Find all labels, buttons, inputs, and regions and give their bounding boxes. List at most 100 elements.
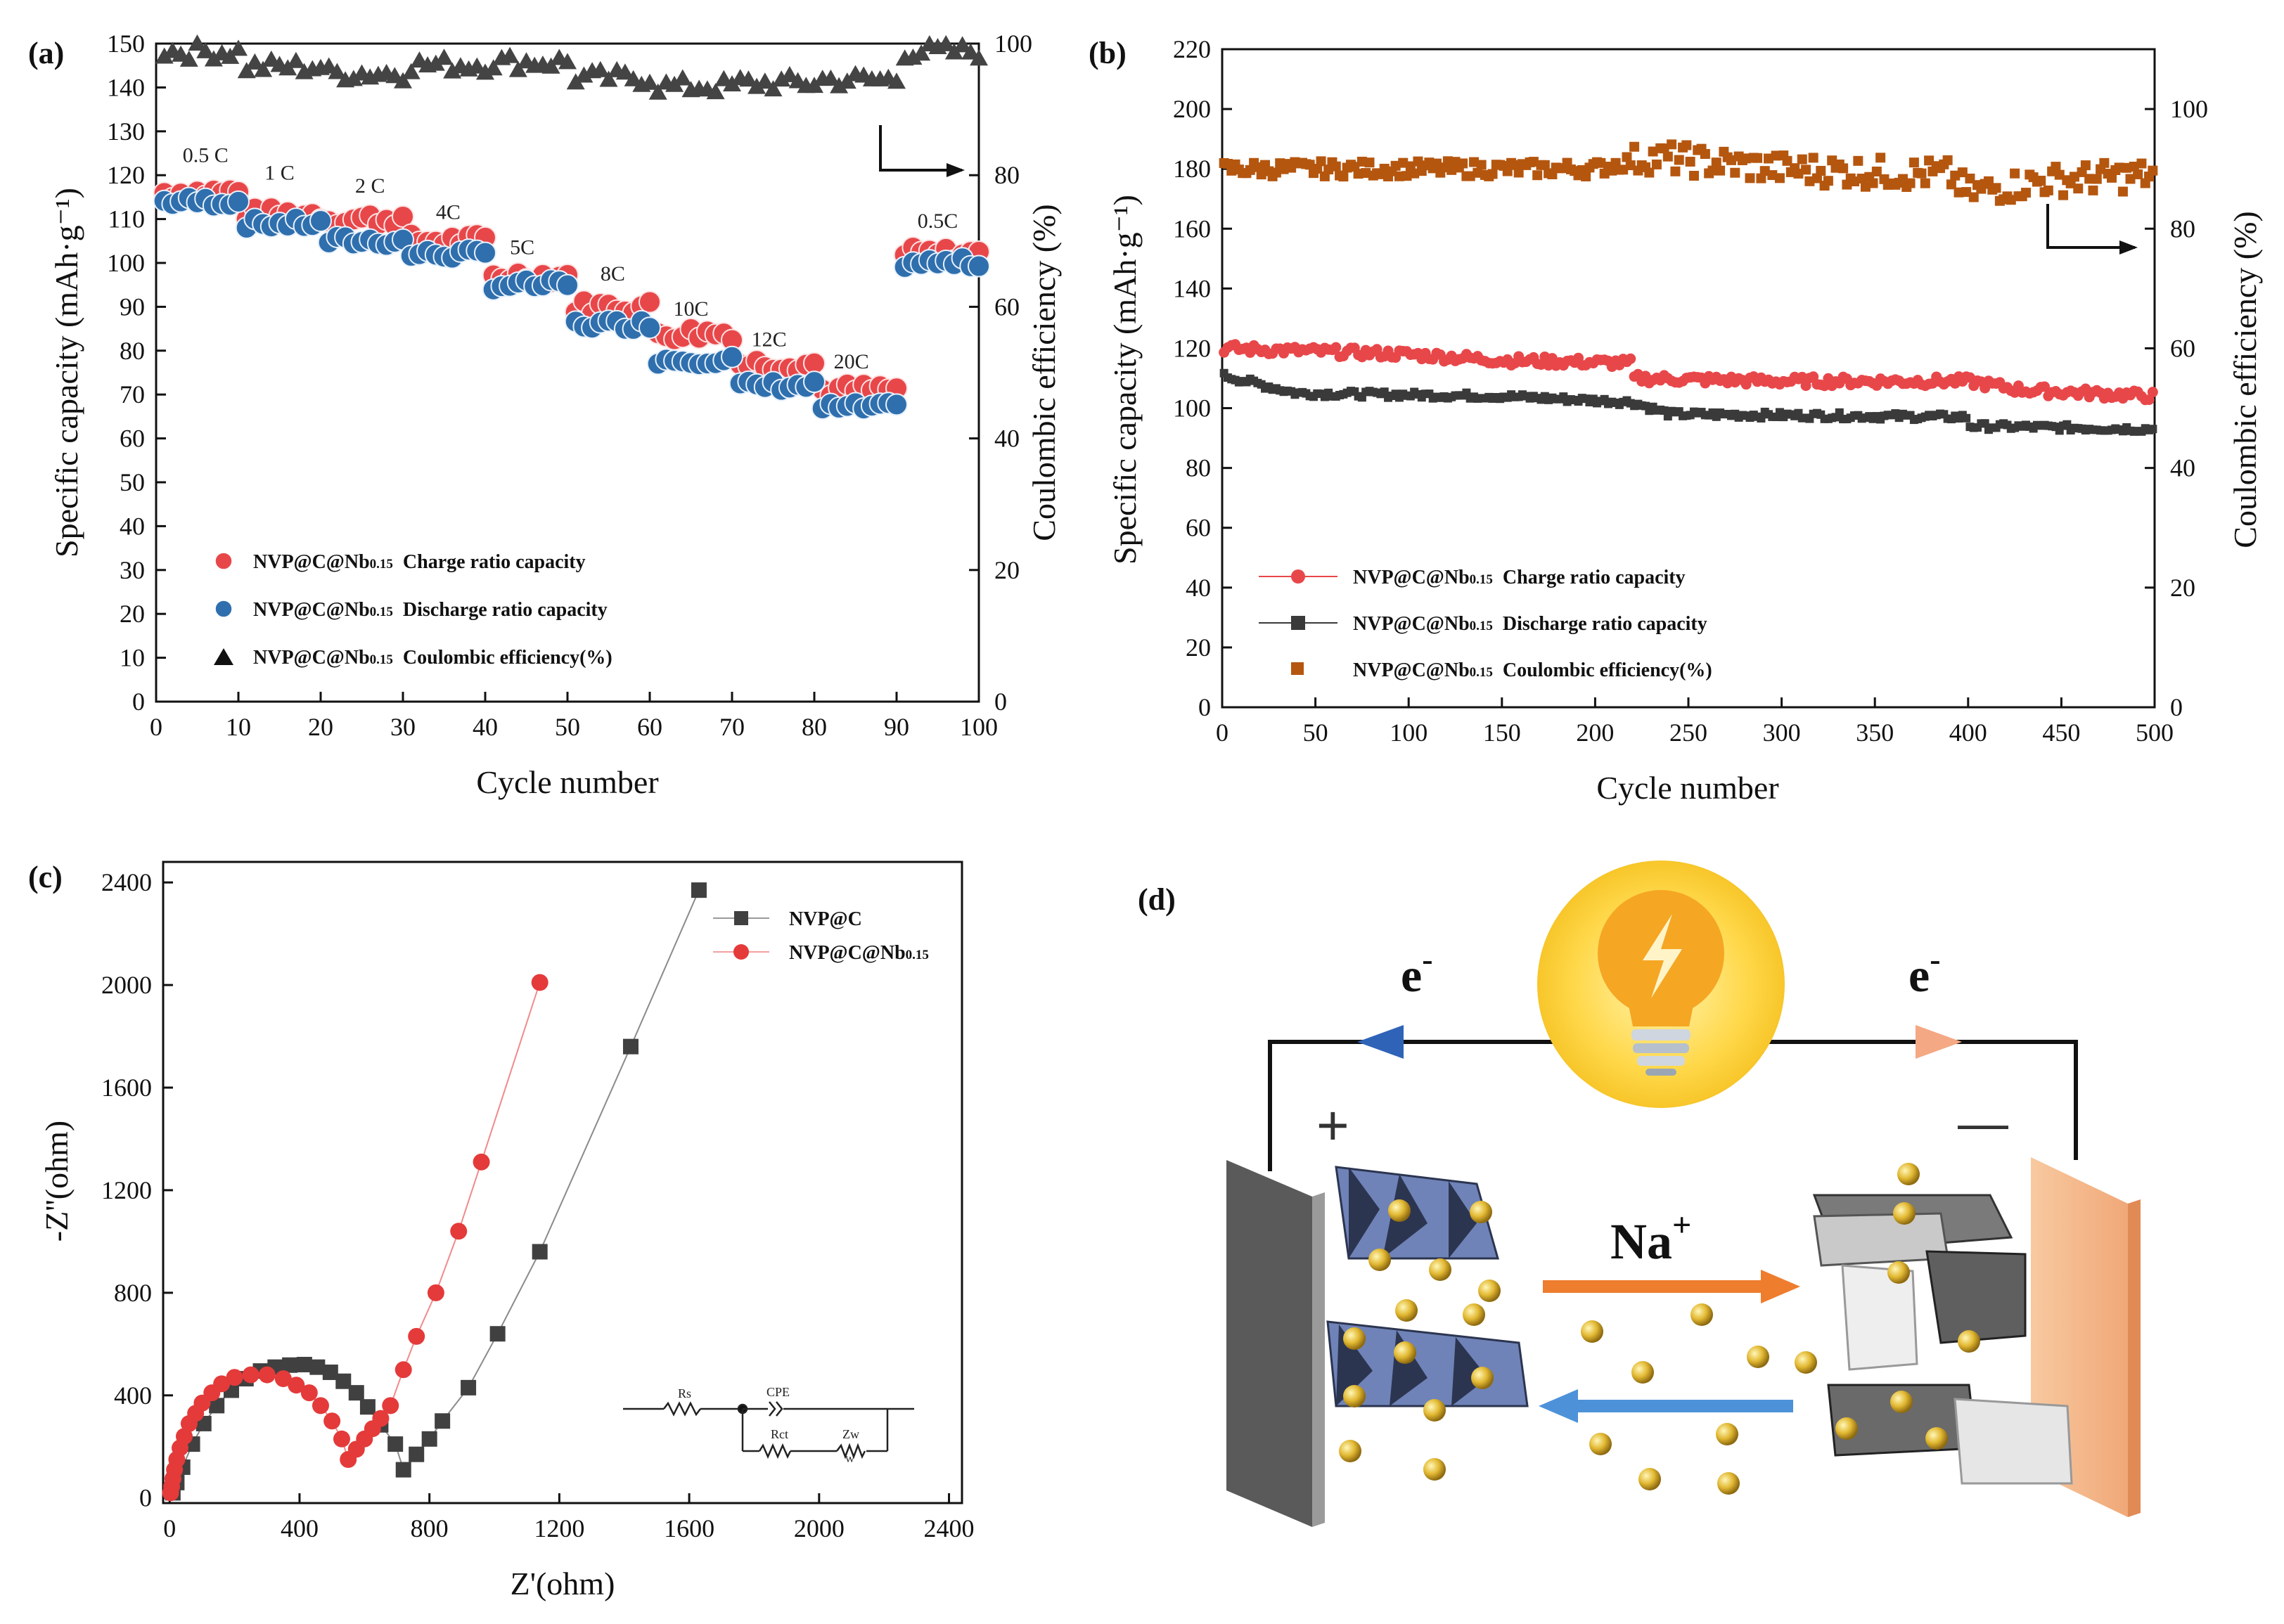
nvpc-point [691, 882, 707, 898]
y-tick-label: 80 [120, 337, 145, 365]
nvpc-point [435, 1413, 451, 1429]
legend-b-charge-sub: 0.15 [1470, 572, 1493, 587]
x-tick-label: 150 [1483, 718, 1521, 747]
ce-point [953, 36, 972, 53]
y-tick-label: 30 [120, 556, 145, 584]
ce-point [188, 34, 207, 51]
y-tick-label: 140 [1173, 274, 1211, 302]
ce-point [1476, 160, 1487, 170]
ce-point [1625, 160, 1636, 171]
panel-b-charge-series [1219, 339, 2158, 406]
panel-a-axis-arrow [879, 125, 962, 172]
ce-point [2117, 186, 2128, 197]
ce-point [2129, 161, 2139, 172]
ce-point [615, 63, 634, 80]
ce-point [1338, 172, 1349, 182]
y-tick-label: 70 [120, 380, 145, 408]
y2-tick-label: 20 [2170, 574, 2195, 602]
sodium-ions-group [1339, 1163, 1980, 1495]
circuit-label-w: W [845, 1455, 855, 1465]
ce-point [1707, 165, 1718, 176]
nvpc-point [461, 1379, 477, 1396]
ce-point [1771, 150, 1781, 161]
ce-point [1409, 168, 1420, 179]
ce-point [1581, 171, 1591, 181]
ce-point [1644, 167, 1655, 178]
sodium-ion-icon [1795, 1351, 1817, 1374]
charge-point [2039, 381, 2051, 392]
ce-point [2043, 185, 2053, 195]
ce-point [1674, 155, 1684, 165]
panel-b-axis-arrow [2046, 204, 2135, 249]
ce-point [1312, 163, 1323, 174]
sodium-ion-icon [1631, 1361, 1654, 1384]
ce-point [1401, 171, 1412, 181]
rate-label: 0.5 C [183, 143, 229, 167]
y2-tick-label: 60 [994, 292, 1020, 321]
legend-a-charge-sub: 0.15 [370, 557, 393, 572]
sodium-ion-icon [1339, 1440, 1361, 1462]
ce-point [764, 80, 783, 97]
ce-point [1957, 167, 1968, 178]
ce-point [1510, 160, 1520, 170]
ce-point [1856, 174, 1867, 184]
discharge-point [885, 393, 908, 416]
ce-point [575, 66, 594, 83]
discharge-point [1962, 413, 1971, 423]
y-tick-label: 150 [107, 30, 145, 58]
legend-b-charge-text: Charge ratio capacity [1503, 567, 1686, 588]
ce-point [1868, 178, 1878, 188]
ce-point [2088, 185, 2098, 195]
ce-point [1390, 160, 1401, 171]
nb-point [176, 1428, 193, 1445]
nb-point [274, 1370, 292, 1388]
ce-point [937, 34, 956, 51]
discharge-point [309, 210, 332, 233]
ce-point [1767, 170, 1778, 181]
svg-text:NVP@C: NVP@C [789, 908, 862, 930]
ce-point [245, 53, 264, 70]
legend-b-charge-prefix: NVP@C@Nb [1353, 567, 1470, 588]
panel-c-y-ticks: 0 400 800 1200 1600 2000 2400 [101, 868, 173, 1512]
panel-a-discharge-series [153, 186, 990, 420]
x-tick-label: 300 [1763, 718, 1801, 747]
ce-point [468, 57, 487, 74]
rate-label: 2 C [355, 174, 385, 198]
svg-text:e-: e- [1908, 941, 1941, 1002]
y-tick-label: 160 [1173, 214, 1211, 243]
ce-point [1271, 167, 1281, 178]
legend-a-charge-marker [214, 552, 233, 570]
x-tick-label: 1200 [534, 1514, 584, 1542]
ce-point [673, 69, 692, 86]
nb-point [300, 1384, 318, 1402]
ce-point [2125, 174, 2136, 184]
ion-label-sup: + [1672, 1206, 1691, 1244]
ce-point [2058, 190, 2069, 200]
y-tick-label: 120 [1173, 334, 1211, 362]
ce-point [1759, 166, 1770, 176]
nvpc-point [421, 1431, 437, 1447]
x-tick-label: 0 [150, 713, 162, 741]
svg-text:NVP@C@Nb0.15: NVP@C@Nb0.15 [789, 942, 929, 964]
nb-point [372, 1410, 390, 1427]
cpe-icon [769, 1401, 783, 1417]
ce-point [706, 83, 725, 100]
discharge-point [803, 370, 826, 394]
nvpc-point [622, 1038, 639, 1055]
ce-point [1715, 165, 1726, 176]
ce-point [599, 70, 618, 87]
circuit-label-zw: Zw [842, 1427, 859, 1441]
nb-point [427, 1284, 444, 1301]
y-tick-label: 2000 [101, 971, 152, 999]
y-tick-label: 220 [1173, 35, 1211, 63]
x-tick-label: 400 [281, 1514, 319, 1542]
x-tick-label: 20 [308, 713, 333, 741]
nb-point [473, 1153, 490, 1171]
ce-point [541, 57, 560, 74]
panel-c-label: (c) [28, 860, 63, 894]
sodium-ion-icon [1958, 1330, 1980, 1353]
sodium-ion-icon [1581, 1320, 1603, 1343]
negative-terminal-label: — [1958, 1095, 2008, 1152]
sodium-ion-icon [1589, 1433, 1612, 1455]
